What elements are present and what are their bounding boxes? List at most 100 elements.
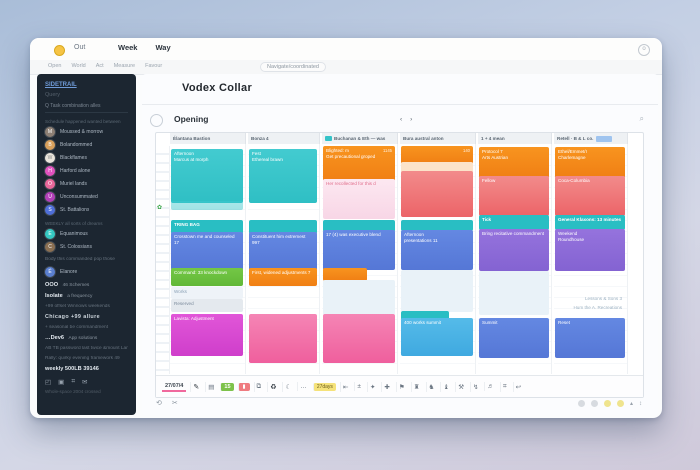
menu-pill[interactable]: Navigate/coordinated [260,62,326,72]
event[interactable]: 17 (4) was executive blend [323,230,395,270]
sidebar-title[interactable]: SIDETRAIL [45,82,77,88]
event[interactable]: General Klaxons: 13 minutes [555,215,625,230]
column-header[interactable]: Bura austral anton [400,133,476,144]
event[interactable]: 140 [401,146,473,164]
event[interactable]: Crosstown me and counseled 17 [171,232,243,270]
event[interactable]: TRING BAG [171,220,243,234]
event[interactable]: Blighted: m Get precautional groped 1145 [323,146,395,181]
event[interactable]: Summit [479,318,549,358]
event[interactable] [249,314,317,363]
copy-icon[interactable]: ⧉ [253,381,264,392]
sidebar-item[interactable]: S St. Battalions [45,205,128,215]
grid-icon[interactable]: ▤ [205,381,216,392]
count-chip[interactable]: 15 [220,382,234,391]
event-note[interactable]: Lessons & Sons 3 [555,294,625,305]
menu-item-way[interactable]: Way [155,43,171,52]
toolbar-date-chip[interactable]: 27/07/4 [162,382,187,392]
bishop-icon[interactable]: ♝ [440,381,451,392]
column-header[interactable]: Élantana Bastion [170,133,246,144]
sidebar-item[interactable]: M Moussed & morrow [45,127,128,137]
event[interactable] [401,220,473,231]
panel-icon[interactable]: ▣ [58,379,65,386]
sidebar-item[interactable]: E Equanimous [45,229,128,239]
event[interactable]: Tick [479,215,549,230]
menu-link[interactable]: Act [95,63,104,69]
plusminus-icon[interactable]: ± [354,382,363,391]
sidebar-item[interactable]: C St. Colossians [45,242,128,252]
event[interactable]: Afternoon presentations 11 [401,230,473,270]
event[interactable]: Coca-Columbia [555,176,625,216]
sidebar-item[interactable]: U Unconsummated [45,192,128,202]
menu-link[interactable]: Favour [145,63,163,69]
event[interactable]: Lavista: Adjustment [171,314,243,356]
return-icon[interactable]: ↩ [512,381,523,392]
traffic-light-icon[interactable] [54,45,65,56]
rook-icon[interactable]: ♜ [410,381,422,392]
event[interactable]: Protocol 7 Arts Austrian [479,147,549,178]
sidebar-outline-item[interactable]: Chicago +99 allure [45,314,128,320]
event[interactable]: Reset [555,318,625,358]
refresh-icon[interactable]: ♻ [267,381,278,392]
event-strip[interactable] [401,162,473,173]
event[interactable]: Command: 33 knockdown [171,268,243,286]
tools-icon[interactable]: ⚒ [455,381,466,392]
section-circle-icon[interactable] [150,114,163,127]
sidebar-bold-item[interactable]: …Dev6 App solutions [45,335,128,341]
sidebar-item[interactable]: W Blackflames [45,153,128,163]
bolt-icon[interactable]: ↯ [470,381,480,392]
undo-icon[interactable]: ⟲ [156,400,162,407]
event[interactable]: Fellow [479,176,549,216]
event[interactable]: Works [171,287,243,299]
sidebar-search-input[interactable]: Q Task combination alles [45,103,128,113]
event[interactable]: 400 works summit [401,318,473,356]
sidebar-item[interactable]: H Harford alone [45,166,128,176]
flag-icon[interactable]: ⚑ [395,381,407,392]
event[interactable] [323,314,395,363]
menu-item-week[interactable]: Week [118,43,138,52]
prev-arrow-icon[interactable]: ‹ [400,116,403,123]
event[interactable] [401,270,473,312]
event[interactable] [323,220,395,232]
event[interactable] [323,280,395,315]
sparkle-icon[interactable]: ✦ [366,381,377,392]
event[interactable]: First, widened adjustments 7 [249,268,317,286]
event[interactable]: Ethel/Emmet/I Charlemagne [555,147,625,178]
collapse-icon[interactable]: ⇤ [339,381,350,392]
status-dot-icon[interactable] [577,400,585,407]
event[interactable] [401,171,473,217]
days-chip[interactable]: 27days [312,382,336,391]
status-dot-icon[interactable] [590,400,598,407]
event-strip[interactable] [171,201,243,210]
column-header[interactable]: Bonza 4 [248,133,320,144]
event[interactable]: Her recollected for this d [323,179,395,219]
event[interactable]: Afternoon Marcus at morph [171,149,243,203]
menu-link[interactable]: World [71,63,86,69]
add-icon[interactable]: ✚ [381,381,391,392]
sidebar-item[interactable]: O Muriel lands [45,179,128,189]
scissors-icon[interactable]: ✂ [171,400,178,407]
event[interactable] [249,220,317,234]
triangle-icon[interactable]: ▴ [629,401,633,407]
column-header[interactable]: Buchanan & Eth — was [322,133,398,144]
sidebar-item[interactable]: É Élanore [45,267,128,277]
event[interactable] [323,268,367,281]
column-header[interactable]: Retell · B & L co. [554,133,628,144]
event-note[interactable]: Hum the A. Recreations [555,303,625,314]
column-header[interactable]: 1 + 4 mean [478,133,552,144]
status-dot-icon[interactable] [616,400,624,407]
event-strip[interactable] [401,311,449,320]
event[interactable]: Bring recitative commandment [479,229,549,271]
next-arrow-icon[interactable]: › [410,116,413,123]
pencil-icon[interactable]: ✎ [190,381,201,392]
event[interactable]: Constituent him extremest 997 [249,232,317,270]
menu-link[interactable]: Measure [113,63,136,69]
titlebar-out-label[interactable]: Out [74,44,86,51]
window-options-icon[interactable]: o [638,44,650,56]
event[interactable]: Fest Ethereal brawn [249,149,317,203]
updown-icon[interactable]: ↕ [639,400,642,407]
mail-icon[interactable]: ✉ [81,379,88,386]
event[interactable]: Weekend Roundhouse [555,229,625,271]
grid-icon[interactable]: ◰ [45,379,52,386]
more-icon[interactable]: … [297,382,309,391]
record-chip[interactable]: ▮ [237,382,250,391]
